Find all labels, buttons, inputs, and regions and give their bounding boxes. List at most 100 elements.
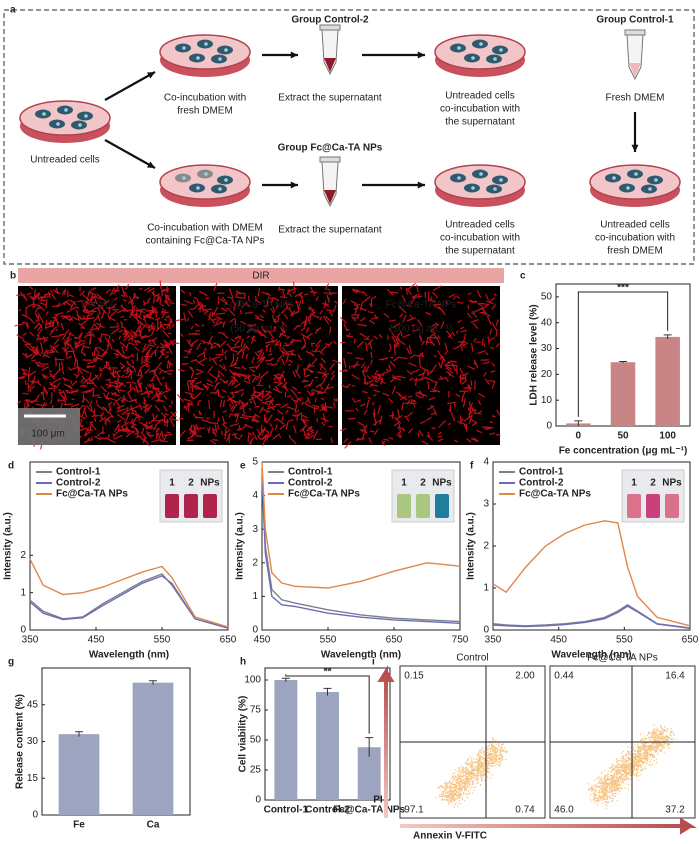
- inset-label: 2: [188, 478, 194, 489]
- y-tick-label: 50: [250, 735, 262, 746]
- nucleus: [218, 57, 222, 61]
- bar: [58, 734, 100, 815]
- x-tick-label: Ca: [147, 820, 160, 831]
- stain-label: DIR: [252, 271, 269, 282]
- dish: [434, 164, 526, 200]
- nucleus: [224, 48, 228, 52]
- bar: [316, 692, 339, 800]
- bar: [357, 747, 381, 800]
- series-line: [492, 605, 691, 629]
- significance-label: ***: [617, 283, 629, 294]
- quadrant-value: 46.0: [554, 805, 574, 816]
- panel-letter: g: [8, 657, 14, 668]
- cuvette: [435, 494, 449, 518]
- series-line: [261, 461, 461, 589]
- plot-frame: [261, 461, 461, 631]
- inset-label: 1: [169, 478, 175, 489]
- x-tick-label: 50: [617, 431, 629, 442]
- group-label: Group Control-2: [291, 15, 369, 26]
- inset-label: 1: [631, 478, 637, 489]
- y-tick-label: 15: [27, 773, 39, 784]
- y-tick-label: 0: [546, 421, 552, 432]
- inset-label: 2: [420, 478, 426, 489]
- significance-bracket: [577, 291, 669, 417]
- group-label: Group Control-1: [596, 15, 674, 26]
- panel-letter: a: [10, 5, 16, 16]
- y-axis-title: Intensity (a.u.): [235, 512, 246, 580]
- dish: [434, 34, 526, 70]
- step-label: Untreaded cells: [445, 91, 514, 102]
- step-label: Untreaded cells: [600, 220, 669, 231]
- x-axis-title: Wavelength (nm): [89, 650, 169, 661]
- panel-letter: e: [240, 461, 246, 472]
- cell-stain: [175, 281, 342, 446]
- arrow-head: [147, 161, 155, 168]
- tube-cap: [319, 24, 341, 31]
- quadrant-value: 0.44: [554, 671, 574, 682]
- tube-cap: [624, 29, 646, 36]
- legend-label: Control-2: [56, 478, 101, 489]
- flow-events: [435, 737, 508, 808]
- bar: [610, 362, 636, 426]
- series-line: [261, 475, 461, 624]
- y-tick-label: 2: [252, 557, 258, 568]
- nucleus: [634, 172, 638, 176]
- cuvette: [665, 494, 679, 518]
- nucleus: [196, 56, 200, 60]
- quadrant-value: 16.4: [665, 671, 685, 682]
- scale-box: [18, 408, 80, 445]
- tube-liquid: [324, 190, 336, 204]
- dish: [589, 164, 681, 200]
- flow-events: [587, 724, 677, 809]
- x-tick-label: 650: [386, 635, 403, 646]
- x-axis-title: Wavelength (nm): [321, 650, 401, 661]
- cuvette: [416, 494, 430, 518]
- x-tick-label: 100: [659, 431, 676, 442]
- image-label: Fc@Ca-TA NPs: [386, 300, 457, 311]
- y-tick-label: 4: [252, 490, 258, 501]
- step-label: Extract the supernatant: [278, 225, 382, 236]
- nucleus: [499, 178, 503, 182]
- inset-label: 1: [401, 478, 407, 489]
- y-tick-label: 50: [541, 292, 553, 303]
- image-label: Fc@Ca-TA NPs: [224, 300, 295, 311]
- error-bar: [619, 360, 627, 364]
- y-tick-label: 1: [483, 583, 489, 594]
- panel-letter: i: [372, 657, 375, 668]
- inset-label: 2: [650, 478, 656, 489]
- stain-band: [18, 268, 504, 283]
- tube-cap: [319, 156, 341, 163]
- x-tick-label: 550: [320, 635, 337, 646]
- x-tick-label: 0: [576, 431, 582, 442]
- x-tick-label: 750: [452, 635, 469, 646]
- inset-label: NPs: [432, 478, 452, 489]
- legend-label: Control-1: [56, 467, 101, 478]
- arrow: [104, 71, 156, 101]
- flow-title: Fc@Ca-TA NPs: [587, 653, 658, 664]
- bar: [132, 682, 174, 815]
- x-tick-label: 450: [550, 635, 567, 646]
- y-axis-title: LDH release level (%): [529, 304, 540, 405]
- step-label: Co-incubation with: [164, 93, 246, 104]
- cuvette: [184, 494, 198, 518]
- y-axis-title: Intensity (a.u.): [466, 512, 477, 580]
- legend-label: Control-1: [519, 467, 564, 478]
- arrow-head: [290, 51, 298, 59]
- nucleus: [493, 57, 497, 61]
- group-label: Group Fc@Ca-TA NPs: [278, 143, 383, 154]
- error-bar: [281, 677, 290, 682]
- series-line: [29, 558, 229, 628]
- x-tick-label: 350: [22, 635, 39, 646]
- series-line: [261, 468, 461, 623]
- cuvette: [627, 494, 641, 518]
- nucleus: [654, 178, 658, 182]
- y-tick-label: 0: [252, 625, 258, 636]
- y-tick-label: 0: [20, 625, 26, 636]
- error-bar: [663, 334, 672, 339]
- cuvette: [203, 494, 217, 518]
- nucleus: [479, 42, 483, 46]
- x-tick-label: 550: [154, 635, 171, 646]
- y-tick-label: 30: [27, 736, 39, 747]
- y-tick-label: 45: [27, 699, 39, 710]
- y-axis-title: Intensity (a.u.): [3, 512, 14, 580]
